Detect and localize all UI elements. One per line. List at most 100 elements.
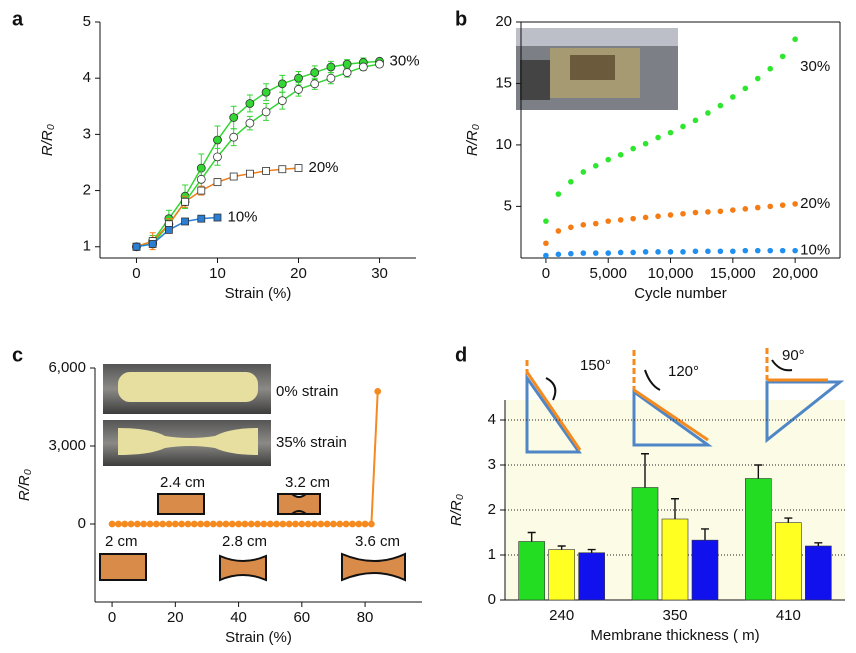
marker [255,521,261,527]
marker [293,521,299,527]
point [593,163,599,169]
x-tick-label: 20 [290,265,307,282]
point [730,248,736,254]
series-label: 30% [800,58,830,75]
point [556,191,562,197]
marker [267,521,273,527]
marker [182,218,189,225]
point [705,248,711,254]
marker [230,114,238,122]
point [568,179,574,185]
marker [141,521,147,527]
specimen-photo [103,364,271,466]
marker [295,165,302,172]
marker [286,521,292,527]
marker [311,80,319,88]
y-tick-label: 10 [495,136,512,153]
x-tick-label: 0 [542,265,550,282]
marker [160,521,166,527]
point [693,248,699,254]
point [718,248,724,254]
marker [149,240,156,247]
point [755,76,761,82]
y-tick-label: 2 [83,182,91,199]
marker [274,521,280,527]
annotation: 3.6 cm [355,533,400,550]
annotation: 120° [668,363,699,380]
x-tick-label: 10 [209,265,226,282]
marker [242,521,248,527]
marker [246,119,254,127]
point [767,204,773,210]
y-axis-label: R/R₀ [464,124,481,156]
point [556,252,562,258]
series-label: 10% [227,209,257,226]
point [718,208,724,214]
marker [330,521,336,527]
point [543,240,549,246]
marker [147,521,153,527]
marker [204,521,210,527]
point [668,212,674,218]
point [543,253,549,259]
marker [230,173,237,180]
point [630,146,636,152]
point [605,157,611,163]
marker [198,521,204,527]
x-tick-label: 5,000 [589,265,627,282]
point [630,250,636,256]
marker [327,74,335,82]
marker [343,69,351,77]
point [581,222,587,228]
annotation: 90° [782,347,805,364]
marker [210,521,216,527]
marker [362,521,368,527]
x-axis-label: Cycle number [634,285,727,302]
marker [246,99,254,107]
inset-photo [516,28,678,110]
point [780,248,786,254]
bar [662,519,688,600]
annotation: 2.8 cm [222,533,267,550]
point [792,36,798,42]
panel-label: a [12,8,24,30]
point [693,118,699,124]
y-tick-label: 2 [488,501,496,518]
marker [295,74,303,82]
figure: aStrain (%)R/R₀12345010203030%20%10%bCyc… [0,0,856,648]
point [767,248,773,254]
point [618,152,624,158]
x-axis-label: Strain (%) [225,629,292,646]
y-tick-label: 5 [504,197,512,214]
point [668,249,674,255]
bar [519,542,545,601]
point [605,218,611,224]
y-tick-label: 0 [78,515,86,532]
y-tick-label: 0 [488,591,496,608]
y-tick-label: 6,000 [48,359,86,376]
point [593,250,599,256]
marker [128,521,134,527]
point [668,130,674,136]
annotation: 150° [580,357,611,374]
marker [153,521,159,527]
panel-label: c [12,344,23,366]
x-axis-label: Strain (%) [225,285,292,302]
bar [745,479,771,601]
point [755,205,761,211]
marker [179,521,185,527]
marker [133,243,140,250]
point [568,224,574,230]
marker [246,170,253,177]
y-tick-label: 1 [488,546,496,563]
y-tick-label: 3 [83,125,91,142]
x-tick-label: 410 [776,607,801,624]
point [643,249,649,255]
point [680,124,686,130]
point [568,251,574,257]
marker [295,85,303,93]
marker [324,521,330,527]
marker [279,166,286,173]
x-tick-label: 80 [357,609,374,626]
y-axis-label: R/R₀ [39,124,56,156]
